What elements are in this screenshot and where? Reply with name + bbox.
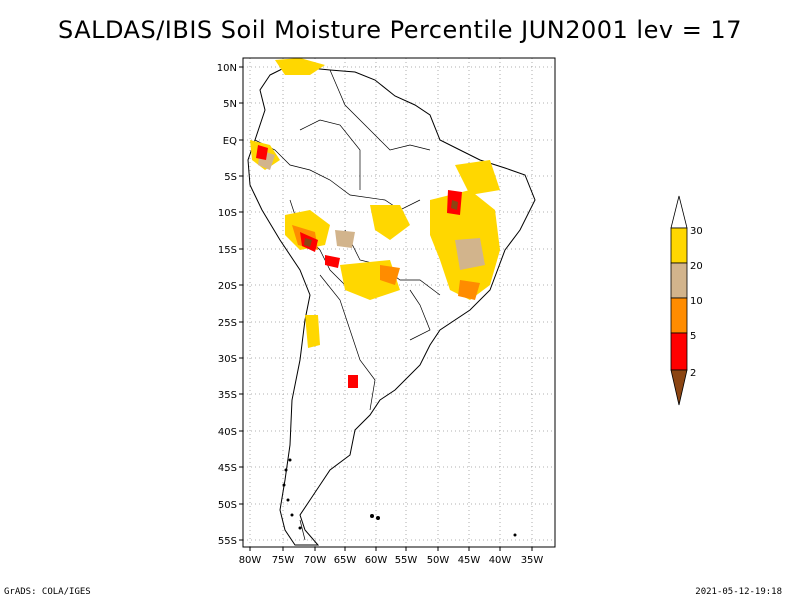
- country-borders: [254, 69, 441, 541]
- legend-top-triangle: [670, 195, 688, 229]
- lon-label: 55W: [395, 555, 418, 566]
- legend-label-20: 20: [690, 261, 703, 272]
- chile-coast-islands: [282, 458, 517, 537]
- lat-label: 55S: [218, 536, 237, 547]
- longitude-axis: 80W 75W 70W 65W 60W 55W 50W 45W 40W 35W: [239, 547, 544, 566]
- map-frame: [242, 57, 556, 548]
- legend-swatch-5-10: [670, 297, 688, 334]
- legend-label-5: 5: [690, 331, 696, 342]
- lat-label: 15S: [218, 245, 237, 256]
- lat-label: 35S: [218, 390, 237, 401]
- legend-label-10: 10: [690, 296, 703, 307]
- footer-timestamp: 2021-05-12-19:18: [695, 587, 782, 597]
- lat-label: 20S: [218, 281, 237, 292]
- chart-title: SALDAS/IBIS Soil Moisture Percentile JUN…: [58, 16, 742, 44]
- lon-label: 45W: [458, 555, 481, 566]
- lat-label: 25S: [218, 318, 237, 329]
- lat-label: 10S: [218, 208, 237, 219]
- lat-label: 50S: [218, 500, 237, 511]
- lon-label: 40W: [489, 555, 512, 566]
- lat-label: 5N: [223, 99, 237, 110]
- colorbar-legend: 30 20 10 5 2: [670, 195, 703, 406]
- legend-swatch-20-30: [670, 227, 688, 264]
- legend-swatch-10-20: [670, 262, 688, 299]
- latitude-axis: 10N 5N EQ 5S 10S 15S 20S 25S 30S 35S 40S 45S 50S 55S: [217, 63, 243, 547]
- lon-label: 80W: [239, 555, 262, 566]
- lat-label: 5S: [224, 172, 237, 183]
- legend-swatch-2-5: [670, 332, 688, 371]
- south-america-outline: [247, 64, 536, 546]
- legend-label-2: 2: [690, 368, 696, 379]
- lat-label: 40S: [218, 427, 237, 438]
- lat-label: EQ: [223, 136, 237, 147]
- lon-label: 70W: [304, 555, 327, 566]
- lon-label: 35W: [521, 555, 544, 566]
- lon-label: 75W: [272, 555, 295, 566]
- legend-bottom-triangle: [670, 369, 688, 406]
- lat-label: 10N: [217, 63, 237, 74]
- lat-label: 30S: [218, 354, 237, 365]
- lon-label: 65W: [334, 555, 357, 566]
- lon-label: 60W: [365, 555, 388, 566]
- grid-lines: [243, 58, 555, 547]
- footer-credit: GrADS: COLA/IGES: [4, 587, 91, 597]
- legend-label-30: 30: [690, 226, 703, 237]
- percentile-patches: [250, 58, 500, 388]
- lat-label: 45S: [218, 463, 237, 474]
- lon-label: 50W: [427, 555, 450, 566]
